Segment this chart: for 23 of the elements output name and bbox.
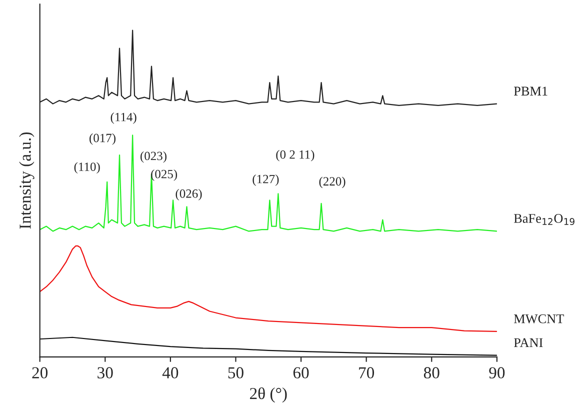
annotation: (025) [151, 170, 178, 181]
x-tick-label: 70 [359, 367, 374, 378]
annotation: (0 2 11) [276, 150, 314, 162]
annotation: (127) [252, 174, 279, 186]
x-tick-label: 40 [162, 367, 178, 378]
annotation: (023) [140, 151, 166, 163]
x-tick-label: 20 [32, 367, 48, 378]
series-label: MWCNT [514, 314, 564, 324]
x-tick-label: 90 [489, 367, 505, 378]
annotation: (026) [176, 189, 202, 200]
x-tick-label: 30 [98, 367, 113, 378]
y-axis-title: Intensity (a.u.) [19, 132, 34, 229]
annotation: (220) [319, 176, 346, 188]
annotation: (114) [110, 112, 136, 124]
x-tick-label: 60 [293, 367, 309, 378]
annotation: (017) [90, 133, 116, 145]
annotation: (110) [74, 162, 100, 174]
x-axis-title: 2θ (°) [250, 387, 287, 403]
series-label: PANI [514, 338, 543, 347]
x-tick-label: 80 [424, 367, 440, 378]
series-label: PBM1 [514, 86, 548, 96]
series-label: BaFe$_{12}$O$_{19}$ [514, 214, 574, 226]
x-tick-label: 50 [228, 367, 244, 378]
